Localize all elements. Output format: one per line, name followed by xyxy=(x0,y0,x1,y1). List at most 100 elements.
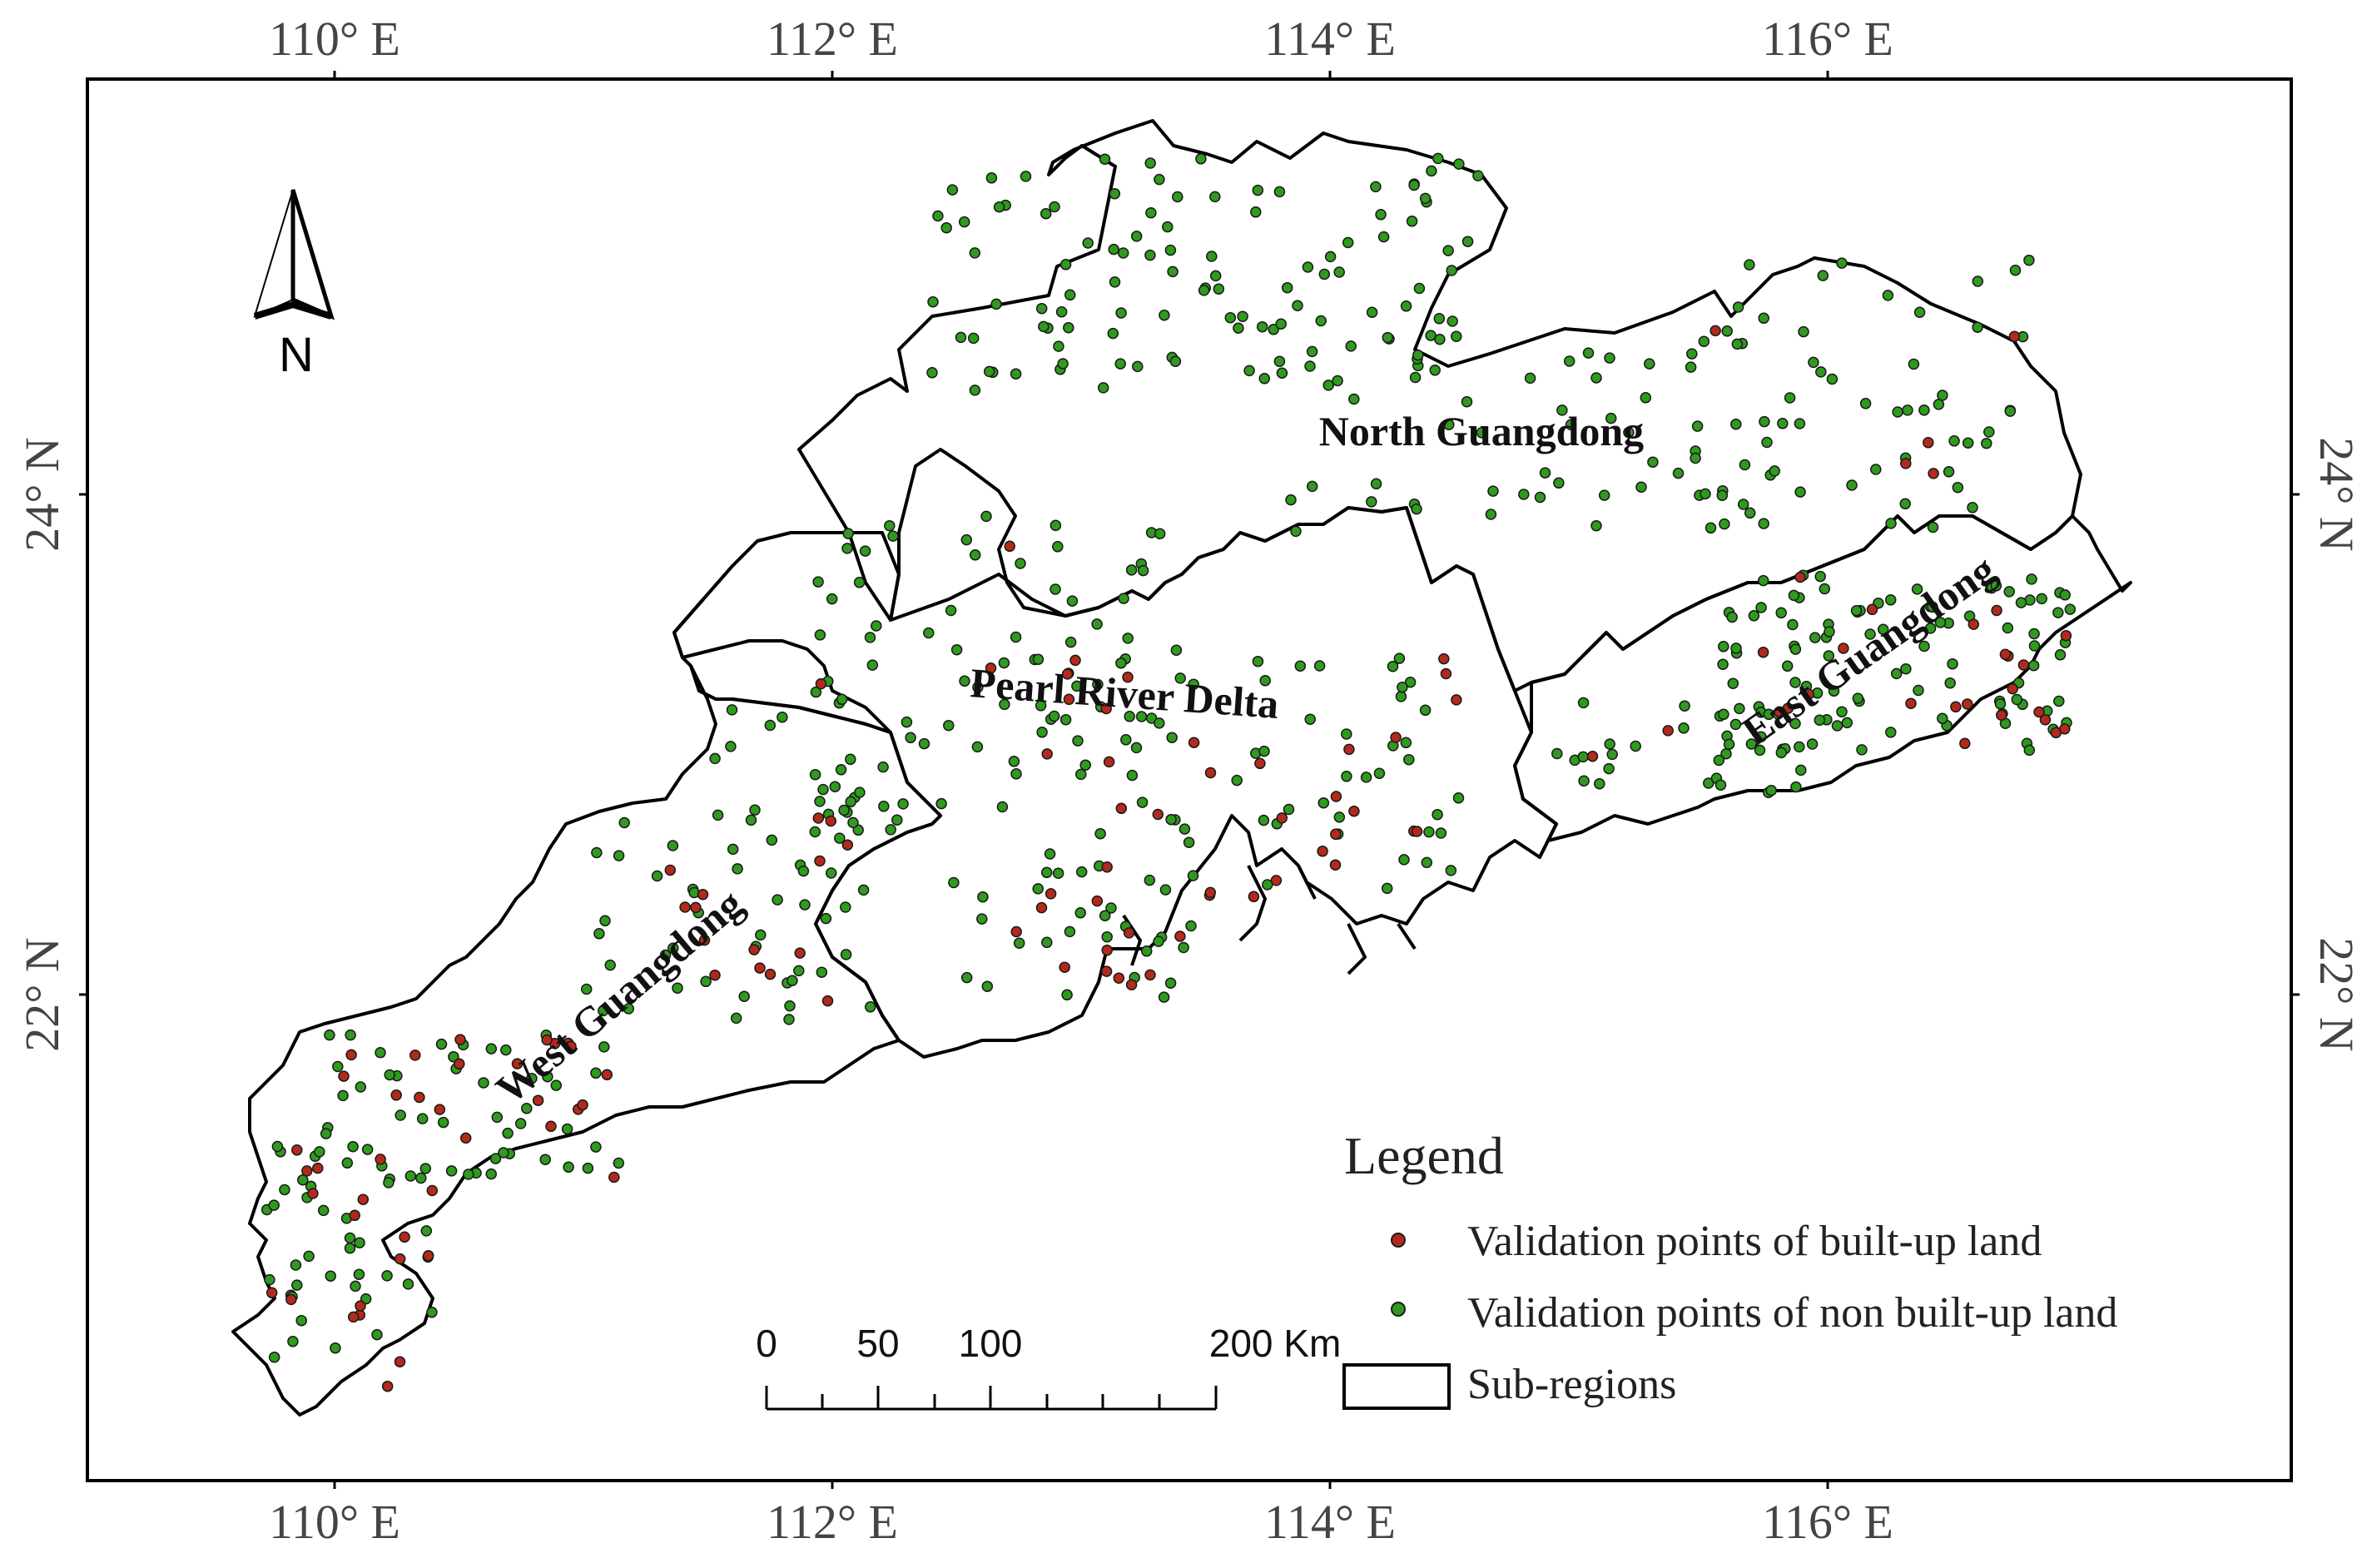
non-built-up-point xyxy=(1273,186,1286,198)
lon-label-top-110: 110° E xyxy=(269,12,400,66)
built-up-point xyxy=(357,1193,370,1205)
built-up-point xyxy=(1317,846,1328,857)
legend: Legend Validation points of built-up lan… xyxy=(1342,1126,2117,1410)
non-built-up-point xyxy=(1185,920,1197,932)
built-up-point xyxy=(1390,732,1402,743)
non-built-up-point xyxy=(1815,366,1827,378)
non-built-up-point xyxy=(1446,265,1457,276)
non-built-up-point xyxy=(1972,321,1983,333)
non-built-up-point xyxy=(1678,722,1690,734)
non-built-up-point xyxy=(1719,518,1730,530)
non-built-up-point xyxy=(317,1204,330,1217)
legend-subregion-swatch xyxy=(1342,1363,1451,1410)
non-built-up-point xyxy=(749,804,761,816)
non-built-up-point xyxy=(1072,735,1084,747)
non-built-up-point xyxy=(1691,420,1704,432)
non-built-up-point xyxy=(1983,426,1995,438)
non-built-up-point xyxy=(1206,251,1218,262)
non-built-up-point xyxy=(725,741,737,752)
built-up-point xyxy=(2007,682,2018,695)
built-up-point xyxy=(825,815,837,827)
non-built-up-point xyxy=(1890,667,1903,680)
non-built-up-point xyxy=(514,1118,527,1129)
non-built-up-point xyxy=(1165,813,1177,826)
non-built-up-point xyxy=(1598,489,1610,501)
non-built-up-point xyxy=(1400,300,1412,312)
lat-label-right-24: 24° N xyxy=(2310,437,2364,552)
non-built-up-point xyxy=(1233,322,1244,334)
non-built-up-point xyxy=(1333,811,1346,823)
non-built-up-point xyxy=(1370,181,1382,193)
non-built-up-point xyxy=(1101,930,1113,943)
non-built-up-point xyxy=(498,1147,509,1159)
non-built-up-point xyxy=(1099,910,1111,921)
non-built-up-point xyxy=(1824,626,1835,638)
non-built-up-point xyxy=(1130,742,1143,754)
non-built-up-point xyxy=(1534,491,1546,504)
non-built-up-point xyxy=(1476,427,1488,439)
built-up-point xyxy=(345,1049,357,1061)
non-built-up-point xyxy=(1578,775,1590,787)
non-built-up-point xyxy=(1755,602,1767,613)
built-up-point xyxy=(1041,748,1053,760)
non-built-up-point xyxy=(1342,236,1354,249)
non-built-up-point xyxy=(1884,594,1897,606)
non-built-up-point xyxy=(521,1103,533,1114)
legend-built-up-swatch xyxy=(1391,1233,1406,1248)
non-built-up-point xyxy=(1432,808,1443,821)
non-built-up-point xyxy=(590,1141,602,1153)
non-built-up-point xyxy=(1010,768,1022,780)
non-built-up-point xyxy=(1927,601,1938,613)
non-built-up-point xyxy=(1408,179,1420,191)
built-up-point xyxy=(1100,965,1113,977)
built-up-point xyxy=(1838,643,1849,654)
non-built-up-point xyxy=(599,915,611,927)
non-built-up-point xyxy=(1908,358,1920,370)
non-built-up-point xyxy=(1623,426,1635,439)
non-built-up-point xyxy=(1252,655,1264,667)
non-built-up-point xyxy=(1281,281,1293,294)
non-built-up-point xyxy=(940,221,952,234)
non-built-up-point xyxy=(1721,325,1733,337)
built-up-point xyxy=(1063,693,1075,706)
non-built-up-point xyxy=(1718,641,1729,653)
non-built-up-point xyxy=(1132,360,1144,373)
non-built-up-point xyxy=(268,1199,280,1211)
non-built-up-point xyxy=(1900,662,1912,675)
lon-label-top-112: 112° E xyxy=(767,12,898,66)
region-label-north: North Guangdong xyxy=(1319,408,1644,454)
built-up-point xyxy=(1188,737,1200,748)
non-built-up-point xyxy=(297,1174,309,1186)
non-built-up-point xyxy=(1400,737,1412,749)
non-built-up-point xyxy=(1433,313,1446,325)
non-built-up-point xyxy=(1153,935,1164,947)
non-built-up-point xyxy=(1814,570,1826,583)
non-built-up-point xyxy=(1109,187,1121,200)
built-up-point xyxy=(409,1049,421,1061)
non-built-up-point xyxy=(1092,678,1104,691)
non-built-up-point xyxy=(1809,632,1821,643)
built-up-point xyxy=(1122,671,1134,683)
non-built-up-point xyxy=(727,843,739,856)
non-built-up-point xyxy=(1404,676,1417,688)
non-built-up-point xyxy=(1382,331,1394,344)
non-built-up-point xyxy=(1091,618,1103,630)
non-built-up-point xyxy=(1117,247,1129,259)
built-up-point xyxy=(1923,437,1934,449)
non-built-up-point xyxy=(1164,977,1177,989)
non-built-up-point xyxy=(1294,660,1307,672)
non-built-up-point xyxy=(1273,355,1286,367)
non-built-up-point xyxy=(489,1153,502,1164)
built-up-point xyxy=(1270,875,1283,886)
non-built-up-point xyxy=(320,1128,332,1139)
non-built-up-point xyxy=(845,796,856,808)
non-built-up-point xyxy=(1594,777,1605,790)
built-up-point xyxy=(1276,812,1288,824)
non-built-up-point xyxy=(1781,660,1794,672)
non-built-up-point xyxy=(1041,936,1053,949)
built-up-point xyxy=(1113,972,1125,984)
non-built-up-point xyxy=(420,1225,433,1237)
non-built-up-point xyxy=(1313,660,1326,672)
non-built-up-point xyxy=(1758,518,1769,529)
non-built-up-point xyxy=(814,796,826,807)
